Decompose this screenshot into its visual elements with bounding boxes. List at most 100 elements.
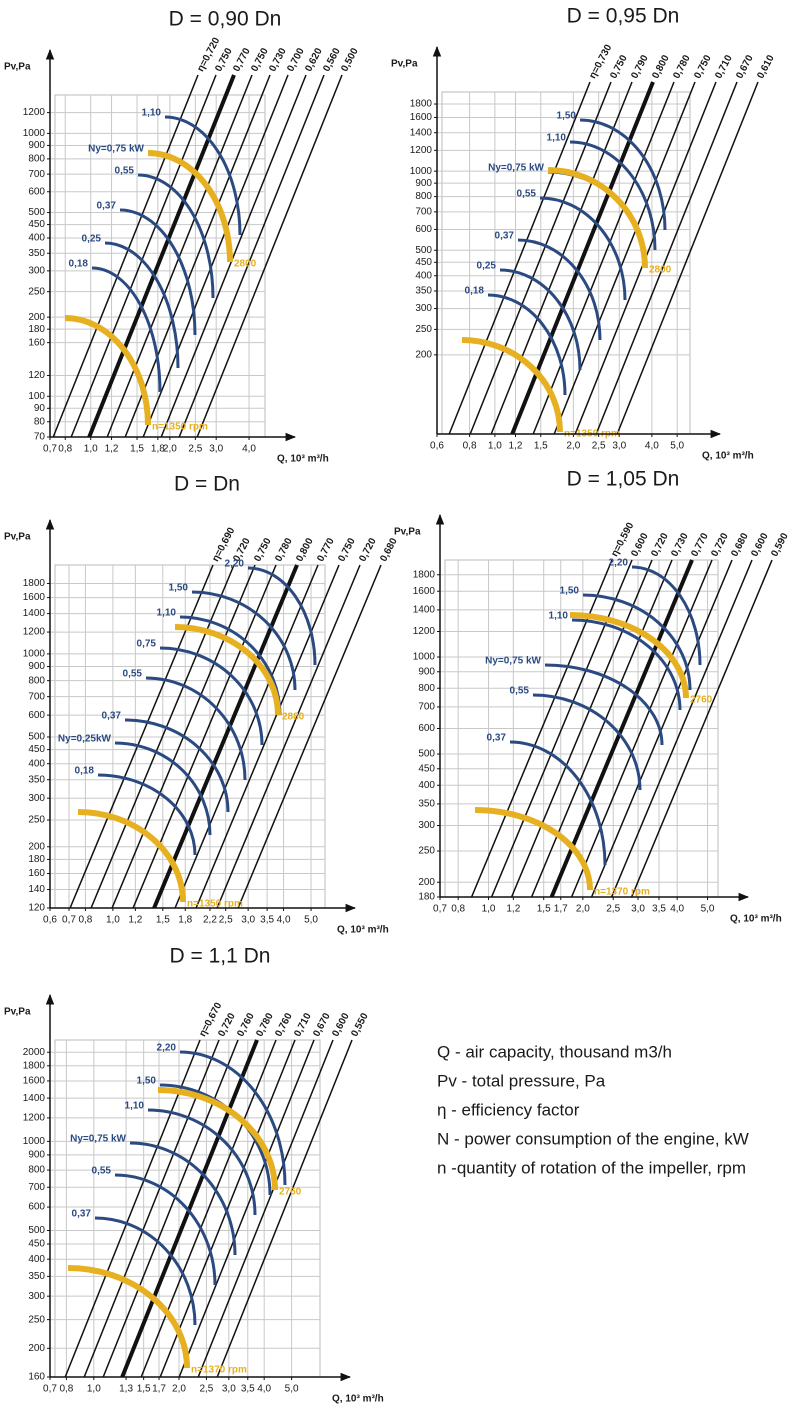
efficiency-line	[216, 1039, 353, 1377]
x-tick-label: 0,8	[451, 904, 465, 915]
efficiency-line	[69, 564, 214, 908]
x-tick-label: 4,0	[645, 441, 659, 452]
y-tick-label: 1800	[410, 99, 433, 110]
speed-label: 2760	[279, 1187, 302, 1198]
y-tick-label: 600	[28, 186, 45, 197]
y-tick-label: 120	[28, 370, 45, 381]
efficiency-line	[159, 1039, 296, 1377]
chart-title: D = 0,95 Dn	[567, 5, 680, 28]
efficiency-line	[595, 81, 738, 434]
x-tick-label: 1,7	[554, 904, 568, 915]
power-label: 1,50	[557, 111, 577, 122]
x-tick-label: 2,5	[606, 904, 620, 915]
power-label: 1,50	[169, 583, 189, 594]
efficiency-line	[178, 74, 325, 437]
power-label: 0,18	[69, 259, 89, 270]
x-tick-label: 1,7	[152, 1384, 166, 1395]
y-tick-label: 1400	[23, 608, 46, 619]
y-tick-label: 500	[418, 749, 435, 760]
y-axis-label: Pv,Pa	[4, 532, 31, 543]
efficiency-line	[630, 559, 773, 897]
x-tick-label: 1,5	[137, 1384, 151, 1395]
y-tick-label: 350	[28, 774, 45, 785]
y-tick-label: 250	[418, 846, 435, 857]
power-label: 0,18	[465, 286, 485, 297]
x-tick-label: 0,7	[62, 915, 76, 926]
efficiency-label: 0,780	[273, 536, 295, 564]
y-tick-label: 300	[28, 1291, 45, 1302]
x-tick-label: 1,0	[87, 1384, 101, 1395]
y-tick-label: 1600	[413, 586, 436, 597]
note: Pv - total pressure, Pa	[437, 1071, 606, 1090]
y-tick-label: 1200	[23, 627, 46, 638]
y-tick-label: 450	[415, 257, 432, 268]
power-label: 2,20	[609, 558, 629, 569]
efficiency-line	[616, 81, 759, 434]
y-tick-label: 700	[415, 206, 432, 217]
x-tick-label: 2,0	[576, 904, 590, 915]
x-tick-label: 2,2	[203, 915, 217, 926]
y-tick-label: 700	[418, 702, 435, 713]
y-tick-label: 300	[415, 303, 432, 314]
y-tick-label: 1400	[413, 605, 436, 616]
power-label: 0,55	[115, 166, 135, 177]
y-tick-label: 200	[418, 877, 435, 888]
x-tick-label: 0,8	[463, 441, 477, 452]
speed-curve	[474, 807, 593, 891]
speed-curve	[547, 167, 648, 269]
y-tick-label: 1200	[23, 107, 46, 118]
y-tick-label: 800	[415, 191, 432, 202]
y-axis-label: Pv,Pa	[394, 527, 421, 538]
speed-label: 2800	[649, 265, 672, 276]
y-tick-label: 250	[415, 324, 432, 335]
y-tick-label: 140	[28, 884, 45, 895]
efficiency-label: 0,680	[378, 536, 400, 564]
y-tick-label: 1800	[23, 578, 46, 589]
efficiency-line	[140, 1039, 277, 1377]
efficiency-line	[124, 74, 271, 437]
y-tick-label: 400	[28, 233, 45, 244]
efficiency-label: 0,710	[713, 53, 735, 81]
x-tick-label: 4,0	[242, 444, 256, 455]
y-tick-label: 800	[28, 154, 45, 165]
efficiency-label: 0,790	[629, 53, 651, 81]
efficiency-label: 0,750	[336, 536, 358, 564]
y-tick-label: 900	[28, 1150, 45, 1161]
efficiency-label: 0,670	[734, 53, 756, 81]
efficiency-line	[52, 74, 199, 437]
power-label: 0,55	[92, 1166, 112, 1177]
y-tick-label: 600	[415, 224, 432, 235]
efficiency-label: 0,710	[292, 1011, 314, 1039]
efficiency-lines	[52, 74, 343, 437]
efficiency-label: 0,680	[729, 531, 751, 559]
note: Q - air capacity, thousand m3/h	[437, 1042, 672, 1061]
speed-label: n=1350 rpm	[152, 422, 208, 433]
power-label: 0,18	[75, 766, 95, 777]
efficiency-line	[532, 81, 675, 434]
efficiency-label: 0,760	[235, 1011, 257, 1039]
power-curve	[94, 1216, 197, 1326]
note: N - power consumption of the engine, kW	[437, 1129, 749, 1148]
x-tick-label: 3,5	[652, 904, 666, 915]
power-label: Ny=0,75 kW	[88, 144, 144, 155]
power-curve	[532, 693, 642, 791]
efficiency-lines	[448, 81, 759, 434]
efficiency-label: 0,750	[252, 536, 274, 564]
power-label: 0,37	[487, 733, 507, 744]
power-label: 1,10	[125, 1101, 145, 1112]
x-axis-label: Q, 10³ m³/h	[337, 925, 389, 936]
y-tick-label: 1600	[23, 1076, 46, 1087]
y-tick-label: 600	[418, 723, 435, 734]
power-curve	[582, 593, 692, 691]
x-tick-label: 3,0	[241, 915, 255, 926]
y-tick-label: 800	[418, 683, 435, 694]
power-curve	[114, 1173, 217, 1286]
power-curve	[571, 618, 682, 711]
y-tick-label: 1200	[23, 1113, 46, 1124]
power-label: 0,55	[510, 686, 530, 697]
x-tick-label: 1,2	[128, 915, 142, 926]
x-tick-label: 0,8	[78, 915, 92, 926]
chart-title: D = 1,05 Dn	[567, 468, 680, 491]
efficiency-label: 0,590	[769, 531, 791, 559]
